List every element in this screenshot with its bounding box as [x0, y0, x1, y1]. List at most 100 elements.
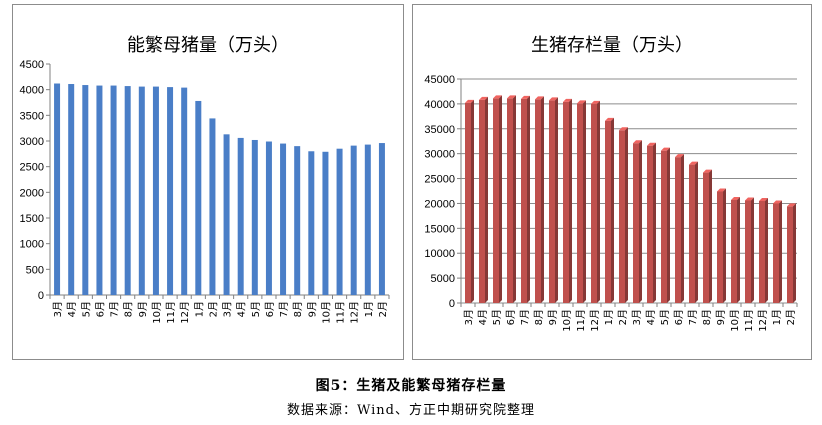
x-tick-label: 3月: [52, 301, 64, 317]
bar-side: [793, 203, 796, 303]
bar-side: [541, 96, 544, 303]
bar: [223, 134, 230, 295]
y-tick-label: 500: [26, 264, 44, 276]
x-tick-label: 7月: [278, 301, 290, 317]
bar: [577, 103, 583, 303]
bar-side: [499, 95, 502, 303]
y-tick-label: 0: [449, 298, 455, 310]
x-tick-label: 5月: [659, 309, 671, 325]
y-tick-label: 1000: [20, 239, 44, 251]
bar: [237, 137, 244, 295]
x-tick-label: 7月: [109, 301, 121, 317]
y-tick-label: 1500: [20, 213, 44, 225]
bar: [110, 85, 117, 295]
x-tick-label: 9月: [306, 301, 318, 317]
x-tick-label: 6月: [673, 309, 685, 325]
bar: [493, 98, 499, 303]
x-tick-label: 2月: [377, 301, 389, 317]
bar: [138, 86, 145, 295]
bar: [535, 99, 541, 303]
x-tick-label: 10月: [320, 301, 332, 324]
bar: [322, 151, 329, 295]
x-tick-label: 10月: [561, 309, 573, 332]
bar: [336, 148, 343, 295]
y-tick-label: 2000: [20, 187, 44, 199]
x-tick-label: 2月: [207, 301, 219, 317]
x-tick-label: 1月: [603, 309, 615, 325]
figure-source: 数据来源：Wind、方正中期研究院整理: [287, 403, 535, 418]
x-tick-label: 9月: [137, 301, 149, 317]
bar-side: [779, 200, 782, 303]
chart-hog-inventory: 0 5000 10000 15000 20000 25000 30000 35000 40000…: [424, 74, 798, 332]
bar: [209, 118, 216, 295]
x-tick-label: 2月: [785, 309, 797, 325]
bar-side: [597, 100, 600, 303]
x-tick-label: 8月: [533, 309, 545, 325]
bar-side: [681, 154, 684, 303]
x-tick-label: 10月: [151, 301, 163, 324]
figure-caption: 图5：生猪及能繁母猪存栏量: [315, 378, 507, 394]
y-tick-label: 4500: [20, 59, 44, 71]
x-tick-label: 11月: [335, 301, 347, 324]
bar-top: [619, 127, 628, 131]
y-tick-label: 35000: [424, 124, 455, 136]
bar: [308, 151, 315, 295]
bar: [731, 199, 737, 303]
bar: [265, 141, 272, 295]
x-tick-label: 11月: [743, 309, 755, 332]
x-tick-label: 5月: [80, 301, 92, 317]
x-tick-label: 9月: [715, 309, 727, 325]
bar: [647, 145, 653, 303]
bar-side: [513, 95, 516, 303]
x-tick-label: 11月: [165, 301, 177, 324]
chart-panel-hog-inventory: 生猪存栏量（万头） 0 5000 10000 15000 20000 25000 30000…: [412, 4, 812, 360]
x-tick-label: 2月: [617, 309, 629, 325]
x-tick-label: 1月: [193, 301, 205, 317]
x-tick-label: 3月: [222, 301, 234, 317]
bar: [773, 203, 779, 303]
bar: [364, 144, 371, 295]
x-tick-label: 8月: [292, 301, 304, 317]
bar: [717, 191, 723, 303]
bar: [378, 143, 385, 295]
x-tick-label: 1月: [771, 309, 783, 325]
bar: [661, 150, 667, 303]
y-tick-label: 5000: [431, 273, 455, 285]
bar-side: [737, 196, 740, 303]
bar: [152, 86, 159, 295]
x-tick-label: 11月: [575, 309, 587, 332]
bar: [563, 101, 569, 303]
bar: [605, 120, 611, 304]
x-tick-label: 7月: [687, 309, 699, 325]
bar-side: [639, 140, 642, 303]
bar: [759, 200, 765, 303]
bar: [591, 103, 597, 303]
bar-side: [653, 142, 656, 303]
bar-side: [471, 99, 474, 303]
bar: [465, 102, 471, 303]
x-tick-label: 6月: [264, 301, 276, 317]
chart-title: 能繁母猪量（万头）: [127, 35, 289, 56]
x-tick-label: 12月: [589, 309, 601, 332]
y-tick-label: 15000: [424, 223, 455, 235]
bar: [68, 84, 75, 296]
bar: [619, 130, 625, 303]
bar-side: [709, 169, 712, 303]
bar-side: [583, 100, 586, 303]
y-tick-label: 4000: [20, 85, 44, 97]
x-tick-label: 1月: [363, 301, 375, 317]
bar-side: [695, 161, 698, 303]
x-tick-label: 8月: [123, 301, 135, 317]
y-tick-label: 30000: [424, 149, 455, 161]
bar: [350, 145, 357, 295]
y-tick-label: 0: [38, 290, 44, 302]
y-tick-label: 20000: [424, 198, 455, 210]
bar-side: [485, 96, 488, 303]
x-tick-label: 3月: [463, 309, 475, 325]
y-tick-label: 45000: [424, 74, 455, 86]
x-tick-label: 12月: [349, 301, 361, 324]
bar: [521, 98, 527, 304]
x-tick-label: 4月: [477, 309, 489, 325]
x-tick-label: 12月: [179, 301, 191, 324]
